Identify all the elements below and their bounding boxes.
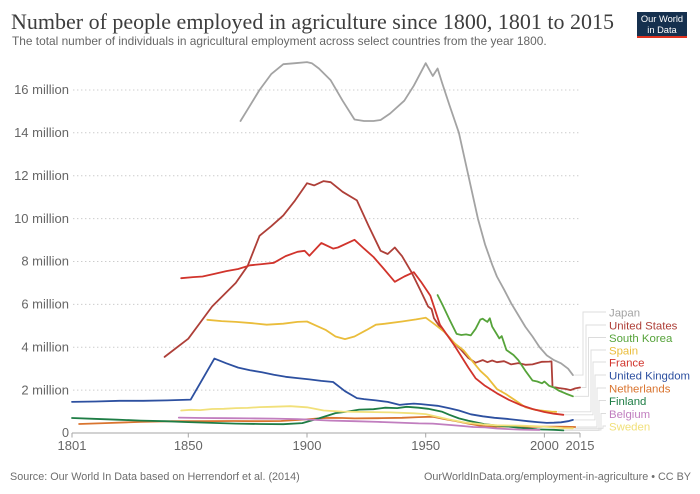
svg-text:6 million: 6 million [21,297,69,312]
svg-text:2 million: 2 million [21,382,69,397]
svg-text:1900: 1900 [293,438,322,453]
svg-text:0: 0 [62,426,69,440]
svg-text:1950: 1950 [411,438,440,453]
svg-text:14 million: 14 million [14,125,69,140]
svg-text:2000: 2000 [530,438,559,453]
svg-text:Finland: Finland [609,396,646,408]
svg-text:United States: United States [609,321,678,333]
svg-text:France: France [609,358,644,370]
svg-text:1850: 1850 [174,438,203,453]
svg-text:Japan: Japan [609,308,640,320]
svg-text:10 million: 10 million [14,211,69,226]
svg-text:8 million: 8 million [21,254,69,269]
svg-text:Sweden: Sweden [609,422,650,434]
svg-text:1801: 1801 [58,438,87,453]
svg-text:Spain: Spain [609,346,638,358]
svg-text:United Kingdom: United Kingdom [609,371,690,383]
svg-text:16 million: 16 million [14,82,69,97]
svg-text:South Korea: South Korea [609,333,673,345]
svg-text:Belgium: Belgium [609,409,650,421]
svg-text:2015: 2015 [566,438,595,453]
svg-text:Netherlands: Netherlands [609,384,671,396]
svg-text:4 million: 4 million [21,339,69,354]
svg-text:12 million: 12 million [14,168,69,183]
